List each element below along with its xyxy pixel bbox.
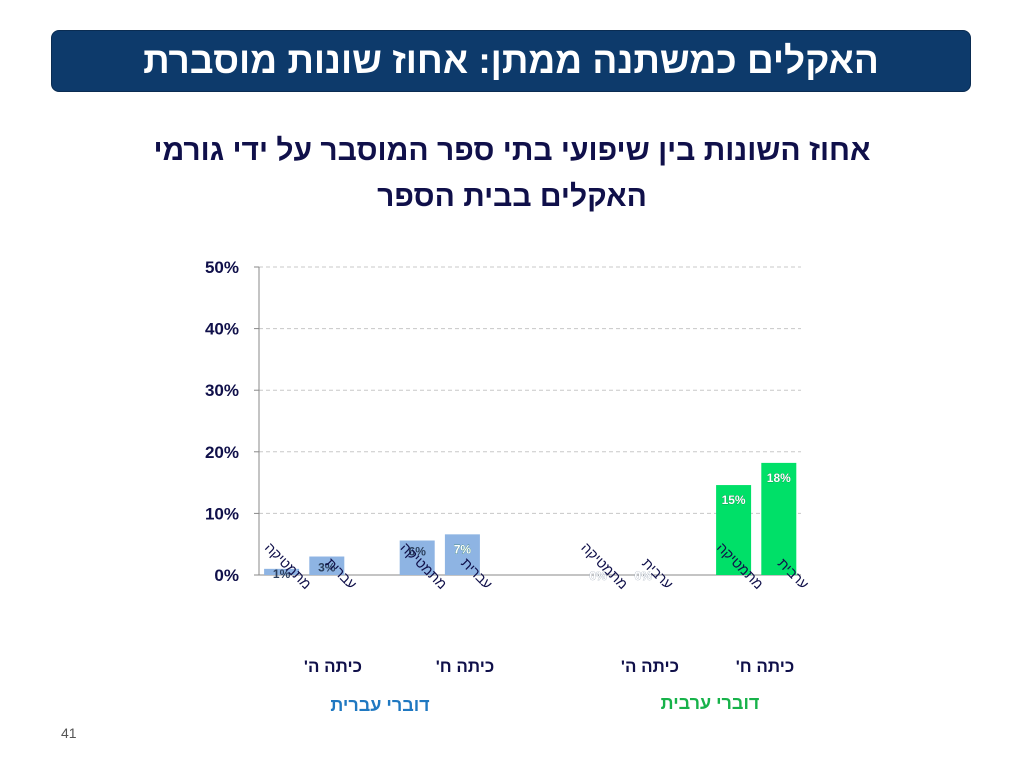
- bar: [264, 568, 300, 575]
- grade-label: כיתה ח': [736, 657, 795, 676]
- y-tick-label: 0%: [214, 566, 239, 585]
- group-label: דוברי ערבית: [661, 693, 760, 713]
- data-label: 7%: [454, 542, 472, 556]
- data-label: 1%: [273, 567, 291, 581]
- bar: [444, 534, 480, 575]
- y-tick-label: 50%: [205, 258, 239, 277]
- bar: [309, 556, 345, 575]
- y-tick-label: 30%: [205, 381, 239, 400]
- slide-title: האקלים כמשתנה ממתן: אחוז שונות מוסברת: [143, 40, 879, 81]
- data-label: 18%: [767, 471, 791, 485]
- y-tick-label: 10%: [205, 504, 239, 523]
- subtitle-line-1: אחוז השונות בין שיפועי בתי ספר המוסבר על…: [153, 134, 871, 167]
- data-label: 3%: [318, 561, 336, 575]
- grade-label: כיתה ח': [436, 657, 495, 676]
- data-label: 0%: [635, 569, 653, 583]
- data-label: 15%: [722, 493, 746, 507]
- bar: [761, 462, 797, 575]
- category-label: מתמטיקה: [578, 539, 631, 592]
- group-label: דוברי עברית: [330, 695, 429, 715]
- data-label: 6%: [409, 545, 427, 559]
- grade-label: כיתה ה': [304, 657, 362, 676]
- bar: [716, 485, 752, 575]
- y-tick-label: 20%: [205, 443, 239, 462]
- y-tick-label: 40%: [205, 320, 239, 339]
- page-number: 41: [61, 725, 77, 741]
- chart-subtitle: אחוז השונות בין שיפועי בתי ספר המוסבר על…: [60, 128, 964, 220]
- category-label: מתמטיקה: [262, 539, 315, 592]
- subtitle-line-2: האקלים בבית הספר: [377, 180, 647, 213]
- data-label: 0%: [589, 569, 607, 583]
- bar: [399, 540, 435, 575]
- grade-label: כיתה ה': [621, 657, 679, 676]
- title-banner: האקלים כמשתנה ממתן: אחוז שונות מוסברת: [51, 30, 971, 92]
